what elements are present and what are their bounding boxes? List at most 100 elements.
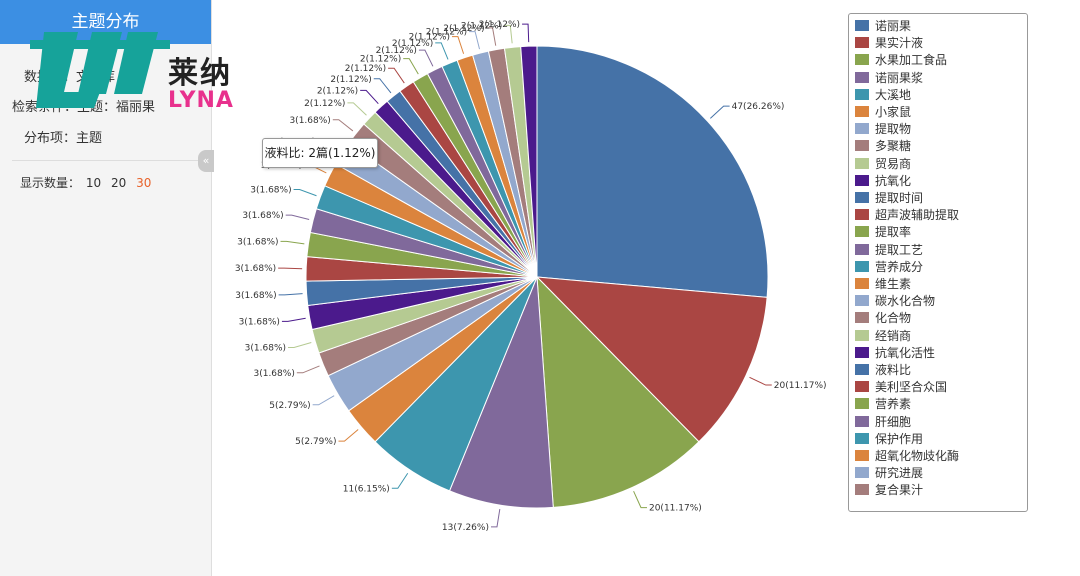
legend-swatch-icon bbox=[855, 450, 869, 461]
leader-line-17 bbox=[332, 119, 354, 132]
chart-legend: 诺丽果果实汁液水果加工食品 诺丽果浆大溪地小家鼠提取物多聚糖贸易商抗氧化提取时间超… bbox=[848, 13, 1028, 512]
data-label-21: 2(1.12%) bbox=[345, 64, 386, 74]
data-label-29: 2(1.12%) bbox=[479, 20, 520, 30]
legend-item-19[interactable]: 抗氧化活性 bbox=[855, 346, 935, 360]
pie-slice-2[interactable] bbox=[536, 275, 700, 508]
data-label-0: 47(26.26%) bbox=[732, 102, 785, 112]
legend-item-6[interactable]: 提取物 bbox=[855, 122, 911, 136]
legend-label: 提取物 bbox=[875, 122, 912, 137]
legend-swatch-icon bbox=[855, 346, 869, 358]
legend-item-8[interactable]: 贸易商 bbox=[855, 157, 911, 171]
legend-label: 提取时间 bbox=[875, 191, 924, 205]
leader-line-2 bbox=[633, 491, 647, 509]
data-label-12: 3(1.68%) bbox=[237, 237, 278, 247]
legend-label: 贸易商 bbox=[875, 156, 912, 171]
leader-line-24 bbox=[435, 42, 449, 60]
count-option-10[interactable]: 10 bbox=[85, 176, 102, 190]
legend-item-5[interactable]: 小家鼠 bbox=[855, 105, 911, 119]
legend-item-10[interactable]: 提取时间 bbox=[855, 191, 923, 205]
display-count-label: 显示数量： bbox=[20, 176, 81, 190]
collapse-sidebar-button[interactable]: « bbox=[198, 150, 214, 172]
legend-item-14[interactable]: 营养成分 bbox=[855, 260, 923, 274]
legend-item-22[interactable]: 营养素 bbox=[855, 397, 911, 411]
legend-swatch-icon bbox=[855, 88, 869, 100]
legend-label: 保护作用 bbox=[875, 431, 924, 446]
count-option-20[interactable]: 20 bbox=[110, 176, 127, 190]
legend-swatch-icon bbox=[855, 312, 869, 324]
data-label-9: 3(1.68%) bbox=[239, 317, 280, 327]
lyna-logo bbox=[30, 22, 260, 122]
pie-slice-0[interactable] bbox=[536, 45, 769, 298]
legend-label: 诺丽果浆 bbox=[875, 70, 924, 85]
legend-item-17[interactable]: 化合物 bbox=[855, 311, 911, 325]
legend-swatch-icon bbox=[855, 174, 869, 186]
legend-item-20[interactable]: 液料比 bbox=[855, 363, 911, 377]
legend-item-9[interactable]: 抗氧化 bbox=[855, 174, 911, 188]
leader-line-4 bbox=[391, 472, 409, 489]
legend-item-3[interactable]: 诺丽果浆 bbox=[855, 71, 923, 85]
legend-label: 复合果汁 bbox=[875, 483, 924, 498]
legend-label: 液料比 bbox=[875, 363, 912, 377]
legend-label: 水果加工食品 bbox=[875, 53, 948, 68]
pie-slice-3[interactable] bbox=[448, 276, 554, 509]
legend-swatch-icon bbox=[855, 54, 869, 66]
leader-line-14 bbox=[293, 189, 317, 197]
leader-lines bbox=[278, 23, 772, 528]
legend-item-7[interactable]: 多聚糖 bbox=[855, 139, 911, 153]
data-label-18: 2(1.12%) bbox=[304, 99, 345, 109]
data-label-5: 5(2.79%) bbox=[295, 437, 336, 447]
leader-line-5 bbox=[338, 429, 359, 442]
legend-item-2[interactable]: 水果加工食品 bbox=[855, 53, 947, 67]
leader-line-12 bbox=[280, 240, 305, 245]
legend-swatch-icon bbox=[855, 278, 869, 289]
legend-label: 碳水化合物 bbox=[875, 294, 936, 309]
legend-swatch-icon bbox=[855, 20, 869, 31]
legend-item-27[interactable]: 复合果汁 bbox=[855, 483, 923, 497]
legend-swatch-icon bbox=[855, 140, 869, 152]
distribution-label: 分布项：主题 bbox=[24, 131, 103, 146]
legend-label: 提取工艺 bbox=[875, 242, 924, 257]
count-option-30[interactable]: 30 bbox=[136, 176, 152, 190]
legend-item-26[interactable]: 研究进展 bbox=[855, 466, 923, 480]
leader-line-7 bbox=[296, 365, 320, 374]
pie-slices bbox=[305, 45, 769, 509]
leader-line-26 bbox=[469, 31, 481, 50]
legend-item-4[interactable]: 大溪地 bbox=[855, 88, 911, 102]
data-label-14: 3(1.68%) bbox=[250, 186, 291, 196]
legend-item-21[interactable]: 美利坚合众国 bbox=[855, 380, 947, 394]
data-label-19: 2(1.12%) bbox=[317, 86, 358, 96]
legend-item-25[interactable]: 超氧化物歧化酶 bbox=[855, 449, 959, 463]
pie-slice-29[interactable] bbox=[520, 45, 538, 278]
legend-item-16[interactable]: 碳水化合物 bbox=[855, 294, 935, 308]
leader-line-23 bbox=[418, 49, 434, 67]
leader-line-21 bbox=[388, 67, 405, 84]
legend-label: 营养素 bbox=[875, 397, 912, 412]
legend-item-24[interactable]: 保护作用 bbox=[855, 432, 923, 446]
legend-swatch-icon bbox=[855, 364, 869, 375]
data-label-2: 20(11.17%) bbox=[649, 504, 702, 514]
legend-label: 提取率 bbox=[875, 225, 912, 240]
legend-label: 多聚糖 bbox=[875, 139, 912, 154]
leader-line-3 bbox=[490, 508, 501, 528]
legend-swatch-icon bbox=[855, 415, 869, 427]
leader-line-28 bbox=[504, 24, 513, 44]
data-label-6: 5(2.79%) bbox=[269, 401, 310, 411]
legend-item-12[interactable]: 提取率 bbox=[855, 225, 911, 239]
data-label-7: 3(1.68%) bbox=[253, 369, 294, 379]
display-count-row: 显示数量： 10 20 30 bbox=[20, 174, 157, 191]
legend-item-13[interactable]: 提取工艺 bbox=[855, 243, 923, 257]
legend-label: 美利坚合众国 bbox=[875, 380, 948, 395]
leader-line-20 bbox=[373, 78, 392, 94]
slice-tooltip: 液料比: 2篇(1.12%) bbox=[262, 138, 378, 168]
legend-item-0[interactable]: 诺丽果 bbox=[855, 19, 911, 33]
legend-swatch-icon bbox=[855, 295, 869, 307]
legend-item-15[interactable]: 维生素 bbox=[855, 277, 911, 291]
legend-item-1[interactable]: 果实汁液 bbox=[855, 36, 923, 50]
divider bbox=[12, 160, 200, 161]
leader-line-19 bbox=[360, 89, 379, 104]
legend-swatch-icon bbox=[855, 123, 869, 135]
legend-item-11[interactable]: 超声波辅助提取 bbox=[855, 208, 959, 222]
legend-item-23[interactable]: 肝细胞 bbox=[855, 415, 911, 429]
legend-item-18[interactable]: 经销商 bbox=[855, 329, 911, 343]
pie-slice-1[interactable] bbox=[535, 276, 768, 443]
